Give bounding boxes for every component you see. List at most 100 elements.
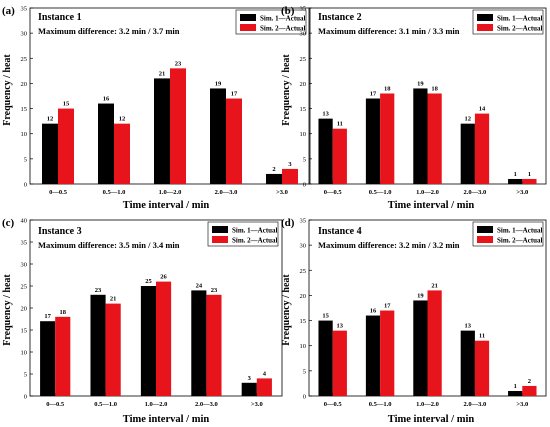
bar-sim1 [90, 294, 106, 396]
legend-label-sim1: Sim. 1—Actual [260, 15, 306, 23]
legend: Sim. 1—Actual Sim. 2—Actual [472, 221, 544, 247]
panel-a: (a) Frequency / heat Time interval / min… [2, 5, 307, 211]
data-label-sim1: 19 [215, 80, 222, 87]
y-tick-label: 40 [21, 218, 28, 225]
legend-swatch-sim1 [240, 14, 256, 21]
y-axis-label: Frequency / heat [281, 274, 292, 346]
y-tick-label: 5 [303, 156, 306, 163]
bar-sim2 [156, 281, 172, 396]
data-label-sim1: 1 [514, 383, 517, 390]
data-label-sim2: 1 [528, 171, 531, 178]
panel-tag: (d) [281, 217, 295, 229]
max-difference-text: Maximum difference: 3.5 min / 3.4 min [38, 240, 180, 250]
plot-layer: 051015202530350—0.512150.5—1.016121.0—2.… [21, 6, 547, 408]
y-tick-label: 0 [24, 182, 27, 189]
y-tick-label: 15 [300, 318, 307, 325]
instance-title: Instance 2 [318, 12, 362, 23]
data-label-sim2: 14 [479, 106, 486, 113]
data-label-sim1: 19 [417, 80, 424, 87]
instance-title: Instance 4 [318, 226, 362, 237]
y-tick-label: 10 [21, 131, 28, 138]
data-label-sim1: 13 [322, 111, 329, 118]
y-tick-label: 25 [300, 268, 307, 275]
bar-sim1 [413, 88, 428, 184]
data-label-sim2: 17 [384, 303, 391, 310]
data-label-sim1: 16 [370, 308, 377, 315]
y-axis-label: Frequency / heat [2, 274, 13, 346]
x-tick-label: >3.0 [276, 189, 288, 196]
data-label-sim2: 23 [211, 287, 218, 294]
x-tick-label: 2.0—3.0 [464, 401, 487, 408]
legend-label-sim1: Sim. 1—Actual [497, 227, 543, 235]
plot-area-1: 051015202530350—0.512150.5—1.016121.0—2.… [21, 6, 311, 196]
data-label-sim2: 12 [119, 116, 126, 123]
x-tick-label: 0—0.5 [46, 401, 65, 408]
bar-sim2 [170, 68, 186, 184]
bar-sim1 [140, 286, 156, 396]
y-tick-label: 25 [300, 56, 307, 63]
x-tick-label: 2.0—3.0 [464, 189, 487, 196]
y-tick-label: 10 [21, 350, 28, 357]
legend-label-sim1: Sim. 1—Actual [232, 227, 278, 235]
bar-sim1 [460, 123, 475, 184]
data-label-sim2: 4 [263, 370, 267, 377]
data-label-sim1: 12 [465, 116, 472, 123]
legend-label-sim1: Sim. 1—Actual [497, 15, 543, 23]
data-label-sim1: 24 [196, 282, 203, 289]
max-difference-text: Maximum difference: 3.2 min / 3.2 min [318, 240, 460, 250]
bar-sim2 [58, 108, 74, 184]
x-axis-label: Time interval / min [388, 414, 475, 425]
bar-sim2 [226, 98, 242, 184]
bar-sim1 [365, 98, 381, 184]
y-tick-label: 5 [303, 368, 306, 375]
y-axis-label: Frequency / heat [2, 54, 13, 126]
data-label-sim1: 15 [322, 313, 329, 320]
data-label-sim2: 3 [288, 161, 292, 168]
bar-sim1 [508, 178, 523, 184]
y-tick-label: 5 [24, 156, 27, 163]
max-difference-text: Maximum difference: 3.2 min / 3.7 min [38, 26, 180, 36]
x-tick-label: 2.0—3.0 [215, 189, 238, 196]
panel-tag: (c) [2, 217, 15, 229]
y-tick-label: 35 [21, 240, 28, 247]
legend-swatch-sim2 [240, 24, 256, 31]
y-tick-label: 20 [21, 81, 28, 88]
data-label-sim2: 23 [175, 60, 182, 67]
data-label-sim1: 23 [95, 287, 102, 294]
bar-sim1 [508, 390, 523, 396]
panel-tag: (a) [2, 5, 15, 17]
y-tick-label: 10 [300, 343, 307, 350]
bar-sim1 [318, 118, 333, 184]
x-tick-label: 0.5—1.0 [369, 189, 392, 196]
plot-area-2: 051015202530350—0.513110.5—1.017181.0—2.… [300, 6, 547, 196]
bar-sim2 [522, 385, 537, 396]
x-tick-label: 1.0—2.0 [159, 189, 182, 196]
x-tick-label: 1.0—2.0 [416, 401, 439, 408]
legend-swatch-sim1 [477, 14, 493, 21]
bar-sim2 [282, 168, 298, 184]
bar-sim2 [332, 128, 347, 184]
bar-sim1 [154, 78, 170, 184]
y-tick-label: 0 [303, 182, 306, 189]
legend-swatch-sim2 [212, 236, 228, 243]
bar-sim1 [365, 315, 381, 396]
x-axis-label: Time interval / min [388, 200, 475, 211]
x-tick-label: 1.0—2.0 [416, 189, 439, 196]
data-label-sim2: 13 [337, 323, 344, 330]
y-tick-label: 30 [21, 262, 28, 269]
data-label-sim2: 18 [384, 85, 391, 92]
bar-sim2 [256, 378, 272, 396]
legend: Sim. 1—Actual Sim. 2—Actual [207, 221, 279, 247]
x-tick-label: 0.5—1.0 [103, 189, 126, 196]
y-tick-label: 20 [300, 293, 307, 300]
data-label-sim1: 1 [514, 171, 517, 178]
bar-sim2 [55, 316, 71, 396]
bar-sim1 [191, 290, 207, 396]
x-tick-label: 0.5—1.0 [94, 401, 117, 408]
bar-sim1 [460, 330, 475, 396]
data-label-sim1: 3 [248, 375, 252, 382]
bar-sim2 [114, 123, 130, 184]
x-tick-label: 0—0.5 [49, 189, 68, 196]
y-tick-label: 10 [300, 131, 307, 138]
